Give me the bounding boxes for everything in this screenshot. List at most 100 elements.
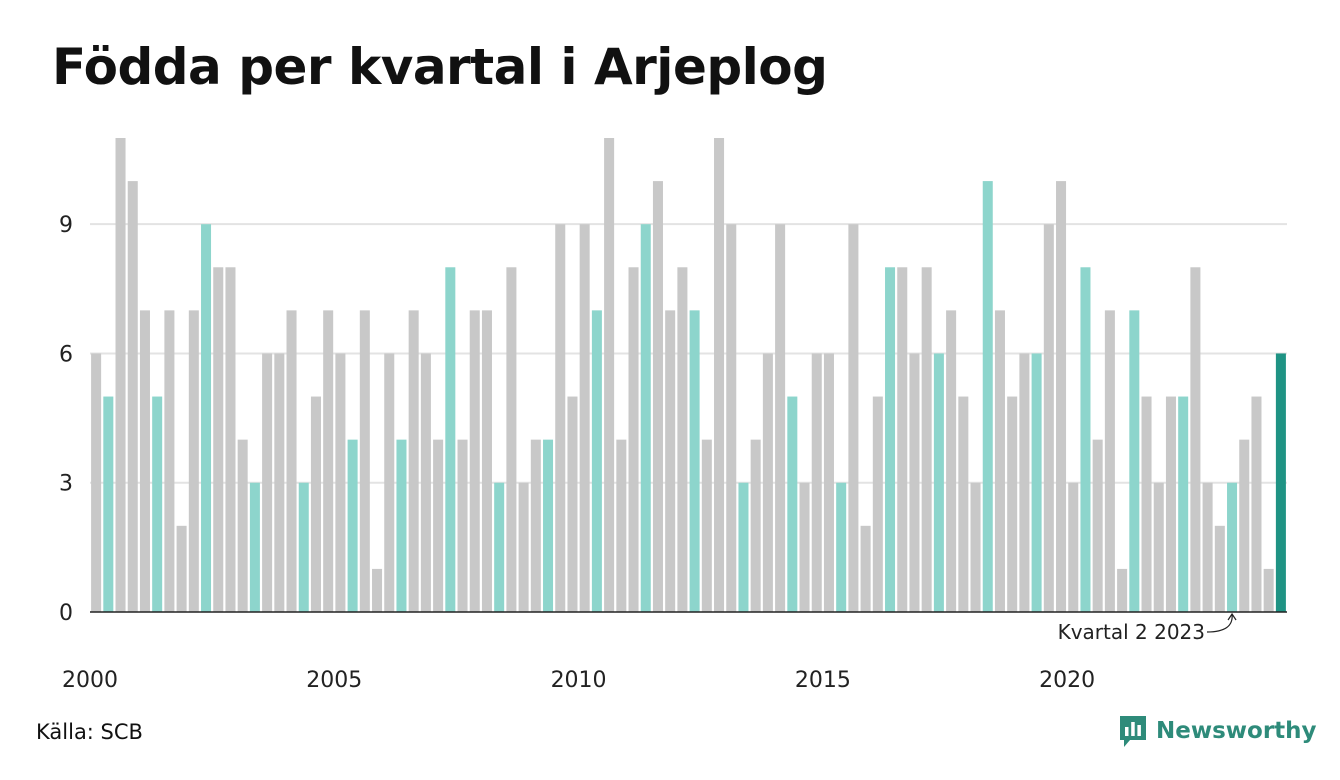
bar-2013-q3 — [750, 439, 761, 612]
bar-2024-q1 — [1263, 568, 1274, 612]
bar-2002-q2 — [201, 224, 212, 612]
bar-2016-q2 — [885, 267, 896, 612]
bar-2004-q4 — [323, 310, 334, 612]
bar-2003-q4 — [274, 353, 285, 612]
bar-2009-q3 — [555, 224, 566, 612]
bar-2022-q2 — [1178, 396, 1189, 612]
bars — [91, 138, 1286, 612]
bar-2001-q3 — [164, 310, 175, 612]
bar-2000-q2 — [103, 396, 114, 612]
bar-2018-q3 — [994, 310, 1005, 612]
bar-2004-q1 — [286, 310, 297, 612]
bar-2014-q3 — [799, 482, 810, 612]
bar-2017-q4 — [958, 396, 969, 612]
bar-2016-q4 — [909, 353, 920, 612]
bar-2024-q2 — [1275, 353, 1286, 612]
bar-2019-q2 — [1031, 353, 1042, 612]
annotation-label: Kvartal 2 2023 — [1058, 620, 1205, 644]
bar-2009-q2 — [543, 439, 554, 612]
bar-2007-q4 — [469, 310, 480, 612]
bar-2017-q3 — [946, 310, 957, 612]
x-axis-ticks: 2000 2005 2010 2015 2020 — [62, 668, 1095, 693]
bar-2006-q3 — [408, 310, 419, 612]
bar-2014-q2 — [787, 396, 798, 612]
bar-2011-q4 — [665, 310, 676, 612]
bar-2016-q3 — [897, 267, 908, 612]
bar-2004-q3 — [310, 396, 321, 612]
bar-2010-q1 — [579, 224, 590, 612]
x-tick-label: 2000 — [62, 668, 118, 693]
brand-name: Newsworthy — [1156, 718, 1317, 744]
annotation-arrow-icon — [1206, 612, 1237, 633]
bar-2008-q2 — [494, 482, 505, 612]
y-tick-label: 0 — [59, 601, 73, 626]
bar-2004-q2 — [298, 482, 309, 612]
bar-2008-q4 — [518, 482, 529, 612]
bar-2012-q2 — [689, 310, 700, 612]
bar-2012-q4 — [714, 138, 725, 612]
bar-2021-q2 — [1129, 310, 1140, 612]
bar-2009-q1 — [530, 439, 541, 612]
bar-2010-q3 — [604, 138, 615, 612]
bar-2010-q4 — [616, 439, 627, 612]
bar-2005-q1 — [335, 353, 346, 612]
bar-2015-q3 — [848, 224, 859, 612]
bar-2001-q4 — [176, 525, 187, 612]
bar-2005-q4 — [372, 568, 383, 612]
bar-2002-q1 — [188, 310, 199, 612]
chart-title: Födda per kvartal i Arjeplog — [52, 38, 828, 96]
brand-logo: Newsworthy — [1118, 714, 1317, 748]
bar-2012-q3 — [701, 439, 712, 612]
bar-2022-q1 — [1165, 396, 1176, 612]
bar-2005-q2 — [347, 439, 358, 612]
bar-2000-q4 — [127, 181, 138, 612]
x-tick-label: 2020 — [1039, 668, 1095, 693]
bar-2022-q4 — [1202, 482, 1213, 612]
bar-2023-q2 — [1227, 482, 1238, 612]
y-tick-label: 6 — [59, 342, 73, 367]
bar-2021-q1 — [1117, 568, 1128, 612]
bar-2009-q4 — [567, 396, 578, 612]
bar-2018-q2 — [982, 181, 993, 612]
bar-2012-q1 — [677, 267, 688, 612]
bar-2003-q1 — [237, 439, 248, 612]
bar-2022-q3 — [1190, 267, 1201, 612]
bar-2002-q4 — [225, 267, 236, 612]
annotation: Kvartal 2 2023 — [1058, 612, 1237, 644]
bar-2020-q3 — [1092, 439, 1103, 612]
bar-2018-q4 — [1007, 396, 1018, 612]
bar-2015-q2 — [836, 482, 847, 612]
bar-2019-q4 — [1056, 181, 1067, 612]
bar-2000-q3 — [115, 138, 126, 612]
bar-2019-q3 — [1043, 224, 1054, 612]
bar-2002-q3 — [213, 267, 224, 612]
bar-2006-q1 — [384, 353, 395, 612]
y-axis-ticks: 0 3 6 9 — [59, 213, 73, 626]
newsworthy-logo-icon — [1120, 716, 1146, 747]
bar-2018-q1 — [970, 482, 981, 612]
bar-2006-q2 — [396, 439, 407, 612]
bar-2007-q2 — [445, 267, 456, 612]
x-tick-label: 2005 — [306, 668, 362, 693]
bar-2013-q1 — [726, 224, 737, 612]
source-note: Källa: SCB — [36, 720, 143, 744]
x-tick-label: 2015 — [795, 668, 851, 693]
bar-2020-q4 — [1104, 310, 1115, 612]
bar-2016-q1 — [872, 396, 883, 612]
bar-2007-q1 — [433, 439, 444, 612]
bar-2001-q1 — [139, 310, 150, 612]
bar-2011-q1 — [628, 267, 639, 612]
bar-2003-q2 — [249, 482, 260, 612]
bar-2006-q4 — [420, 353, 431, 612]
y-tick-label: 3 — [59, 472, 73, 497]
bar-2013-q4 — [762, 353, 773, 612]
bar-2021-q3 — [1141, 396, 1152, 612]
bar-2000-q1 — [91, 353, 102, 612]
bar-2017-q2 — [933, 353, 944, 612]
bar-2023-q1 — [1214, 525, 1225, 612]
bar-2011-q2 — [640, 224, 651, 612]
bar-2023-q3 — [1239, 439, 1250, 612]
bar-2008-q1 — [481, 310, 492, 612]
bar-2019-q1 — [1019, 353, 1030, 612]
